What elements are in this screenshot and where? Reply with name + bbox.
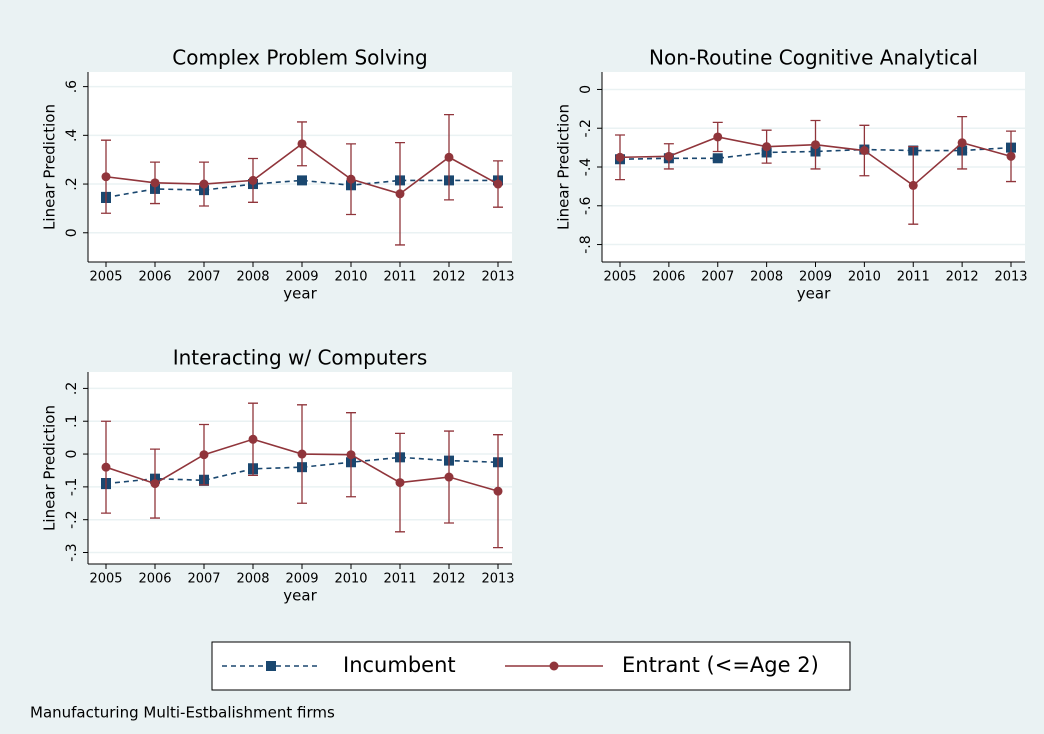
panel-title: Interacting w/ Computers: [173, 346, 428, 370]
marker: [297, 175, 307, 186]
x-tick-label: 2005: [603, 270, 636, 285]
y-tick-label: -.6: [578, 196, 594, 215]
marker: [297, 139, 307, 149]
marker: [493, 179, 503, 189]
legend-label: Incumbent: [343, 653, 456, 677]
x-tick-label: 2008: [236, 572, 269, 587]
y-tick-label: .4: [64, 129, 80, 142]
x-tick-label: 2013: [994, 270, 1027, 285]
y-tick-label: 0: [64, 450, 80, 459]
marker: [762, 142, 772, 152]
x-tick-label: 2013: [481, 572, 514, 587]
marker: [615, 152, 625, 162]
x-tick-label: 2010: [334, 270, 367, 285]
marker: [346, 174, 356, 184]
x-tick-label: 2005: [89, 572, 122, 587]
marker: [248, 175, 258, 185]
x-tick-label: 2006: [138, 270, 171, 285]
panel-title: Non-Routine Cognitive Analytical: [649, 46, 978, 70]
x-tick-label: 2009: [285, 572, 318, 587]
marker: [957, 138, 967, 148]
marker: [859, 146, 869, 156]
x-tick-label: 2007: [701, 270, 734, 285]
x-axis-label: year: [797, 285, 831, 303]
x-tick-label: 2006: [652, 270, 685, 285]
x-tick-label: 2011: [383, 270, 416, 285]
marker: [346, 450, 356, 460]
note: Manufacturing Multi-Estbalishment firms: [30, 704, 335, 722]
marker: [101, 462, 111, 472]
y-axis-label: Linear Prediction: [41, 405, 59, 531]
marker: [248, 434, 258, 444]
marker: [493, 486, 503, 496]
plot-area: [88, 72, 512, 262]
marker: [150, 479, 160, 489]
x-tick-label: 2011: [897, 270, 930, 285]
y-tick-label: -.3: [64, 543, 80, 561]
marker: [811, 140, 820, 150]
y-axis-label: Linear Prediction: [555, 104, 573, 230]
marker: [395, 189, 405, 199]
x-tick-label: 2009: [285, 270, 318, 285]
series-line: [105, 179, 498, 199]
marker: [712, 153, 723, 164]
x-tick-label: 2012: [432, 572, 465, 587]
marker: [713, 132, 723, 142]
marker: [199, 179, 209, 189]
x-tick-label: 2013: [481, 270, 514, 285]
y-axis-label: Linear Prediction: [41, 104, 59, 230]
marker: [444, 472, 454, 482]
panel-title: Complex Problem Solving: [172, 46, 427, 70]
marker: [908, 180, 918, 190]
y-tick-label: -.2: [578, 119, 594, 137]
marker: [101, 172, 111, 182]
x-tick-label: 2008: [750, 270, 783, 285]
x-tick-label: 2011: [383, 572, 416, 587]
x-tick-label: 2006: [138, 572, 171, 587]
y-tick-label: 0: [64, 228, 80, 237]
x-tick-label: 2007: [187, 270, 220, 285]
x-tick-label: 2012: [946, 270, 979, 285]
x-tick-label: 2005: [89, 270, 122, 285]
y-tick-label: 0: [578, 85, 594, 94]
y-tick-label: .2: [64, 177, 80, 190]
y-tick-label: -.4: [578, 158, 594, 177]
marker: [199, 450, 209, 460]
y-tick-label: -.1: [64, 478, 80, 496]
marker: [444, 152, 454, 162]
y-tick-label: -.2: [64, 510, 80, 528]
marker: [150, 178, 160, 188]
legend-marker: [549, 661, 559, 671]
x-tick-label: 2009: [799, 270, 832, 285]
x-tick-label: 2008: [236, 270, 269, 285]
x-axis-label: year: [283, 285, 317, 303]
y-tick-label: .6: [64, 80, 80, 93]
y-tick-label: .2: [64, 382, 80, 395]
series-line: [619, 146, 1012, 161]
x-tick-label: 2010: [334, 572, 367, 587]
marker: [664, 151, 674, 161]
series-line: [105, 456, 499, 485]
x-axis-label: year: [283, 587, 317, 605]
x-tick-label: 2007: [187, 572, 220, 587]
legend-marker: [266, 661, 276, 671]
x-tick-label: 2012: [432, 270, 465, 285]
marker: [395, 478, 405, 488]
y-tick-label: .1: [64, 415, 80, 428]
y-tick-label: -.8: [578, 235, 594, 253]
marker: [297, 449, 307, 459]
marker: [1006, 151, 1016, 161]
x-tick-label: 2010: [848, 270, 881, 285]
legend-label: Entrant (<=Age 2): [622, 653, 819, 677]
